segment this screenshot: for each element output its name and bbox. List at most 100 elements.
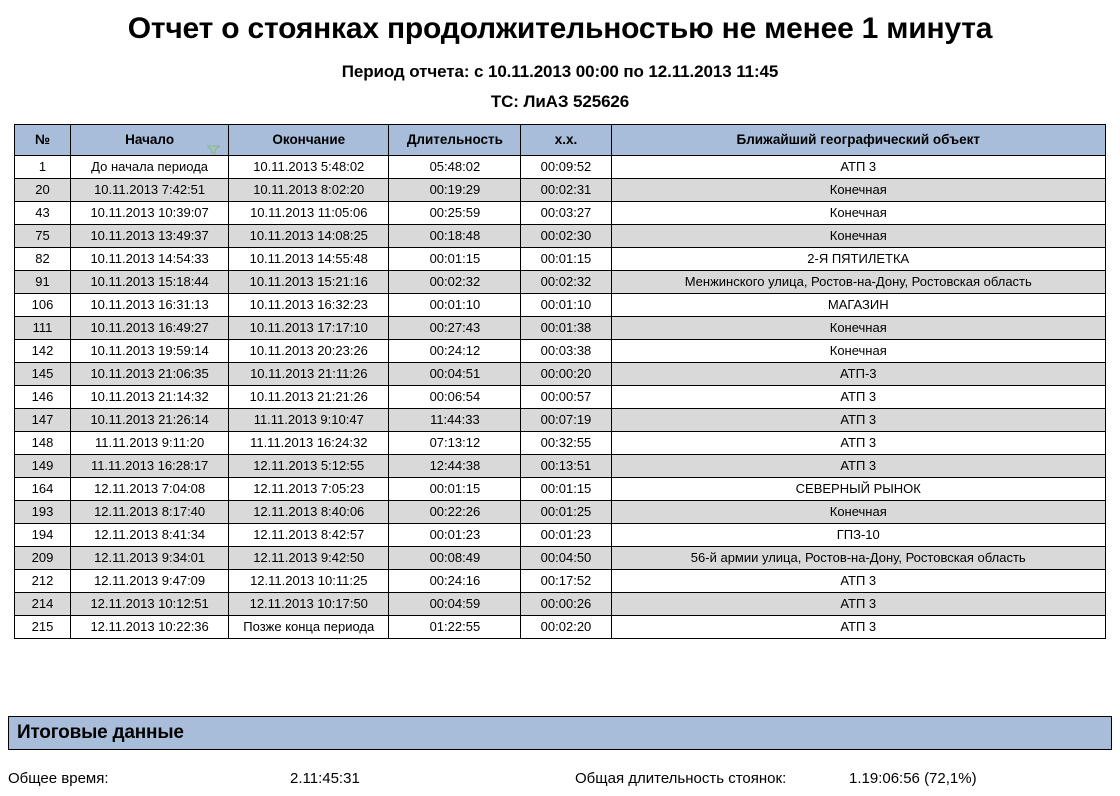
column-header-duration[interactable]: Длительность [388,124,522,157]
table-row[interactable]: 146 10.11.2013 21:14:32 10.11.2013 21:21:2… [13,385,1107,410]
cell-dur: 12:44:38 [388,454,522,479]
table-row[interactable]: 106 10.11.2013 16:31:13 10.11.2013 16:32:2… [13,293,1107,318]
cell-start: 12.11.2013 7:04:08 [70,477,230,502]
table-row[interactable]: 43 10.11.2013 10:39:07 10.11.2013 11:05:06… [13,201,1107,226]
cell-num: 146 [13,385,72,410]
cell-start: 11.11.2013 16:28:17 [70,454,230,479]
cell-end: 11.11.2013 16:24:32 [228,431,390,456]
cell-end: 12.11.2013 10:17:50 [228,592,390,617]
cell-dur: 00:08:49 [388,546,522,571]
table-row[interactable]: 91 10.11.2013 15:18:44 10.11.2013 15:21:16… [13,270,1107,295]
table-row[interactable]: 194 12.11.2013 8:41:34 12.11.2013 8:42:57 0… [13,523,1107,548]
stops-table: № Начало Окончание Длительность х.х. Бли… [13,124,1107,640]
table-row[interactable]: 214 12.11.2013 10:12:51 12.11.2013 10:17:5… [13,592,1107,617]
stops-table-body: 1 До начала периода 10.11.2013 5:48:02 05:4… [13,155,1107,640]
cell-num: 82 [13,247,72,272]
cell-end: 10.11.2013 16:32:23 [228,293,390,318]
cell-idle: 00:13:51 [520,454,612,479]
cell-dur: 00:04:59 [388,592,522,617]
table-row[interactable]: 164 12.11.2013 7:04:08 12.11.2013 7:05:23 0… [13,477,1107,502]
column-header-number[interactable]: № [13,124,72,157]
cell-end: 10.11.2013 21:21:26 [228,385,390,410]
cell-geo: АТП 3 [610,569,1107,594]
column-header-start-label: Начало [125,132,175,148]
cell-geo: ГПЗ-10 [610,523,1107,548]
summary-values-row: Общее время: 2.11:45:31 Общая длительнос… [0,766,1120,792]
table-row[interactable]: 209 12.11.2013 9:34:01 12.11.2013 9:42:50 0… [13,546,1107,571]
table-header-row: № Начало Окончание Длительность х.х. Бли… [13,124,1107,157]
cell-dur: 00:01:10 [388,293,522,318]
cell-idle: 00:02:31 [520,178,612,203]
cell-dur: 00:22:26 [388,500,522,525]
cell-end: 12.11.2013 5:12:55 [228,454,390,479]
cell-geo: АТП-3 [610,362,1107,387]
table-row[interactable]: 82 10.11.2013 14:54:33 10.11.2013 14:55:48… [13,247,1107,272]
summary-bar: Итоговые данные [8,716,1112,750]
cell-geo: АТП 3 [610,385,1107,410]
cell-start: 12.11.2013 10:12:51 [70,592,230,617]
cell-num: 215 [13,615,72,640]
report-header: Отчет о стоянках продолжительностью не м… [0,0,1120,112]
column-header-number-label: № [34,132,51,148]
cell-idle: 00:01:38 [520,316,612,341]
table-row[interactable]: 215 12.11.2013 10:22:36 Позже конца период… [13,615,1107,640]
cell-num: 20 [13,178,72,203]
cell-start: 10.11.2013 16:49:27 [70,316,230,341]
cell-end: 10.11.2013 15:21:16 [228,270,390,295]
cell-dur: 00:01:15 [388,247,522,272]
cell-num: 91 [13,270,72,295]
table-row[interactable]: 111 10.11.2013 16:49:27 10.11.2013 17:17:1… [13,316,1107,341]
table-row[interactable]: 149 11.11.2013 16:28:17 12.11.2013 5:12:55… [13,454,1107,479]
cell-end: 10.11.2013 20:23:26 [228,339,390,364]
cell-geo: Менжинского улица, Ростов-на-Дону, Росто… [610,270,1107,295]
column-header-idle[interactable]: х.х. [520,124,612,157]
table-row[interactable]: 193 12.11.2013 8:17:40 12.11.2013 8:40:06 0… [13,500,1107,525]
cell-end: 12.11.2013 7:05:23 [228,477,390,502]
column-header-geo-label: Ближайший географический объект [736,132,981,148]
table-row[interactable]: 145 10.11.2013 21:06:35 10.11.2013 21:11:2… [13,362,1107,387]
cell-num: 1 [13,155,72,180]
cell-end: 11.11.2013 9:10:47 [228,408,390,433]
column-header-end[interactable]: Окончание [228,124,390,157]
filter-sort-icon[interactable] [206,136,221,155]
column-header-start[interactable]: Начало [70,124,230,157]
table-row[interactable]: 20 10.11.2013 7:42:51 10.11.2013 8:02:20 00… [13,178,1107,203]
table-row[interactable]: 147 10.11.2013 21:26:14 11.11.2013 9:10:47… [13,408,1107,433]
cell-dur: 00:27:43 [388,316,522,341]
table-row[interactable]: 1 До начала периода 10.11.2013 5:48:02 05:4… [13,155,1107,180]
cell-idle: 00:03:27 [520,201,612,226]
column-header-geo[interactable]: Ближайший географический объект [610,124,1107,157]
cell-dur: 11:44:33 [388,408,522,433]
cell-num: 212 [13,569,72,594]
table-row[interactable]: 212 12.11.2013 9:47:09 12.11.2013 10:11:25… [13,569,1107,594]
cell-start: До начала периода [70,155,230,180]
cell-geo: АТП 3 [610,431,1107,456]
cell-geo: Конечная [610,339,1107,364]
column-header-idle-label: х.х. [554,132,578,148]
cell-idle: 00:01:10 [520,293,612,318]
cell-idle: 00:09:52 [520,155,612,180]
cell-idle: 00:07:19 [520,408,612,433]
cell-idle: 00:03:38 [520,339,612,364]
report-period-line: Период отчета: с 10.11.2013 00:00 по 12.… [341,62,779,82]
cell-geo: 2-Я ПЯТИЛЕТКА [610,247,1107,272]
table-row[interactable]: 148 11.11.2013 9:11:20 11.11.2013 16:24:32… [13,431,1107,456]
cell-dur: 00:19:29 [388,178,522,203]
cell-num: 214 [13,592,72,617]
cell-start: 10.11.2013 14:54:33 [70,247,230,272]
summary-bar-label: Итоговые данные [17,722,184,743]
table-row[interactable]: 75 10.11.2013 13:49:37 10.11.2013 14:08:25… [13,224,1107,249]
cell-end: 10.11.2013 14:08:25 [228,224,390,249]
cell-geo: Конечная [610,224,1107,249]
cell-end: 10.11.2013 21:11:26 [228,362,390,387]
cell-start: 10.11.2013 15:18:44 [70,270,230,295]
cell-end: 12.11.2013 10:11:25 [228,569,390,594]
table-row[interactable]: 142 10.11.2013 19:59:14 10.11.2013 20:23:2… [13,339,1107,364]
total-time-value: 2.11:45:31 [290,770,360,787]
cell-num: 106 [13,293,72,318]
cell-idle: 00:01:15 [520,477,612,502]
report-vehicle-line: ТС: ЛиАЗ 525626 [490,92,630,112]
cell-end: 10.11.2013 14:55:48 [228,247,390,272]
cell-start: 12.11.2013 10:22:36 [70,615,230,640]
cell-dur: 00:02:32 [388,270,522,295]
